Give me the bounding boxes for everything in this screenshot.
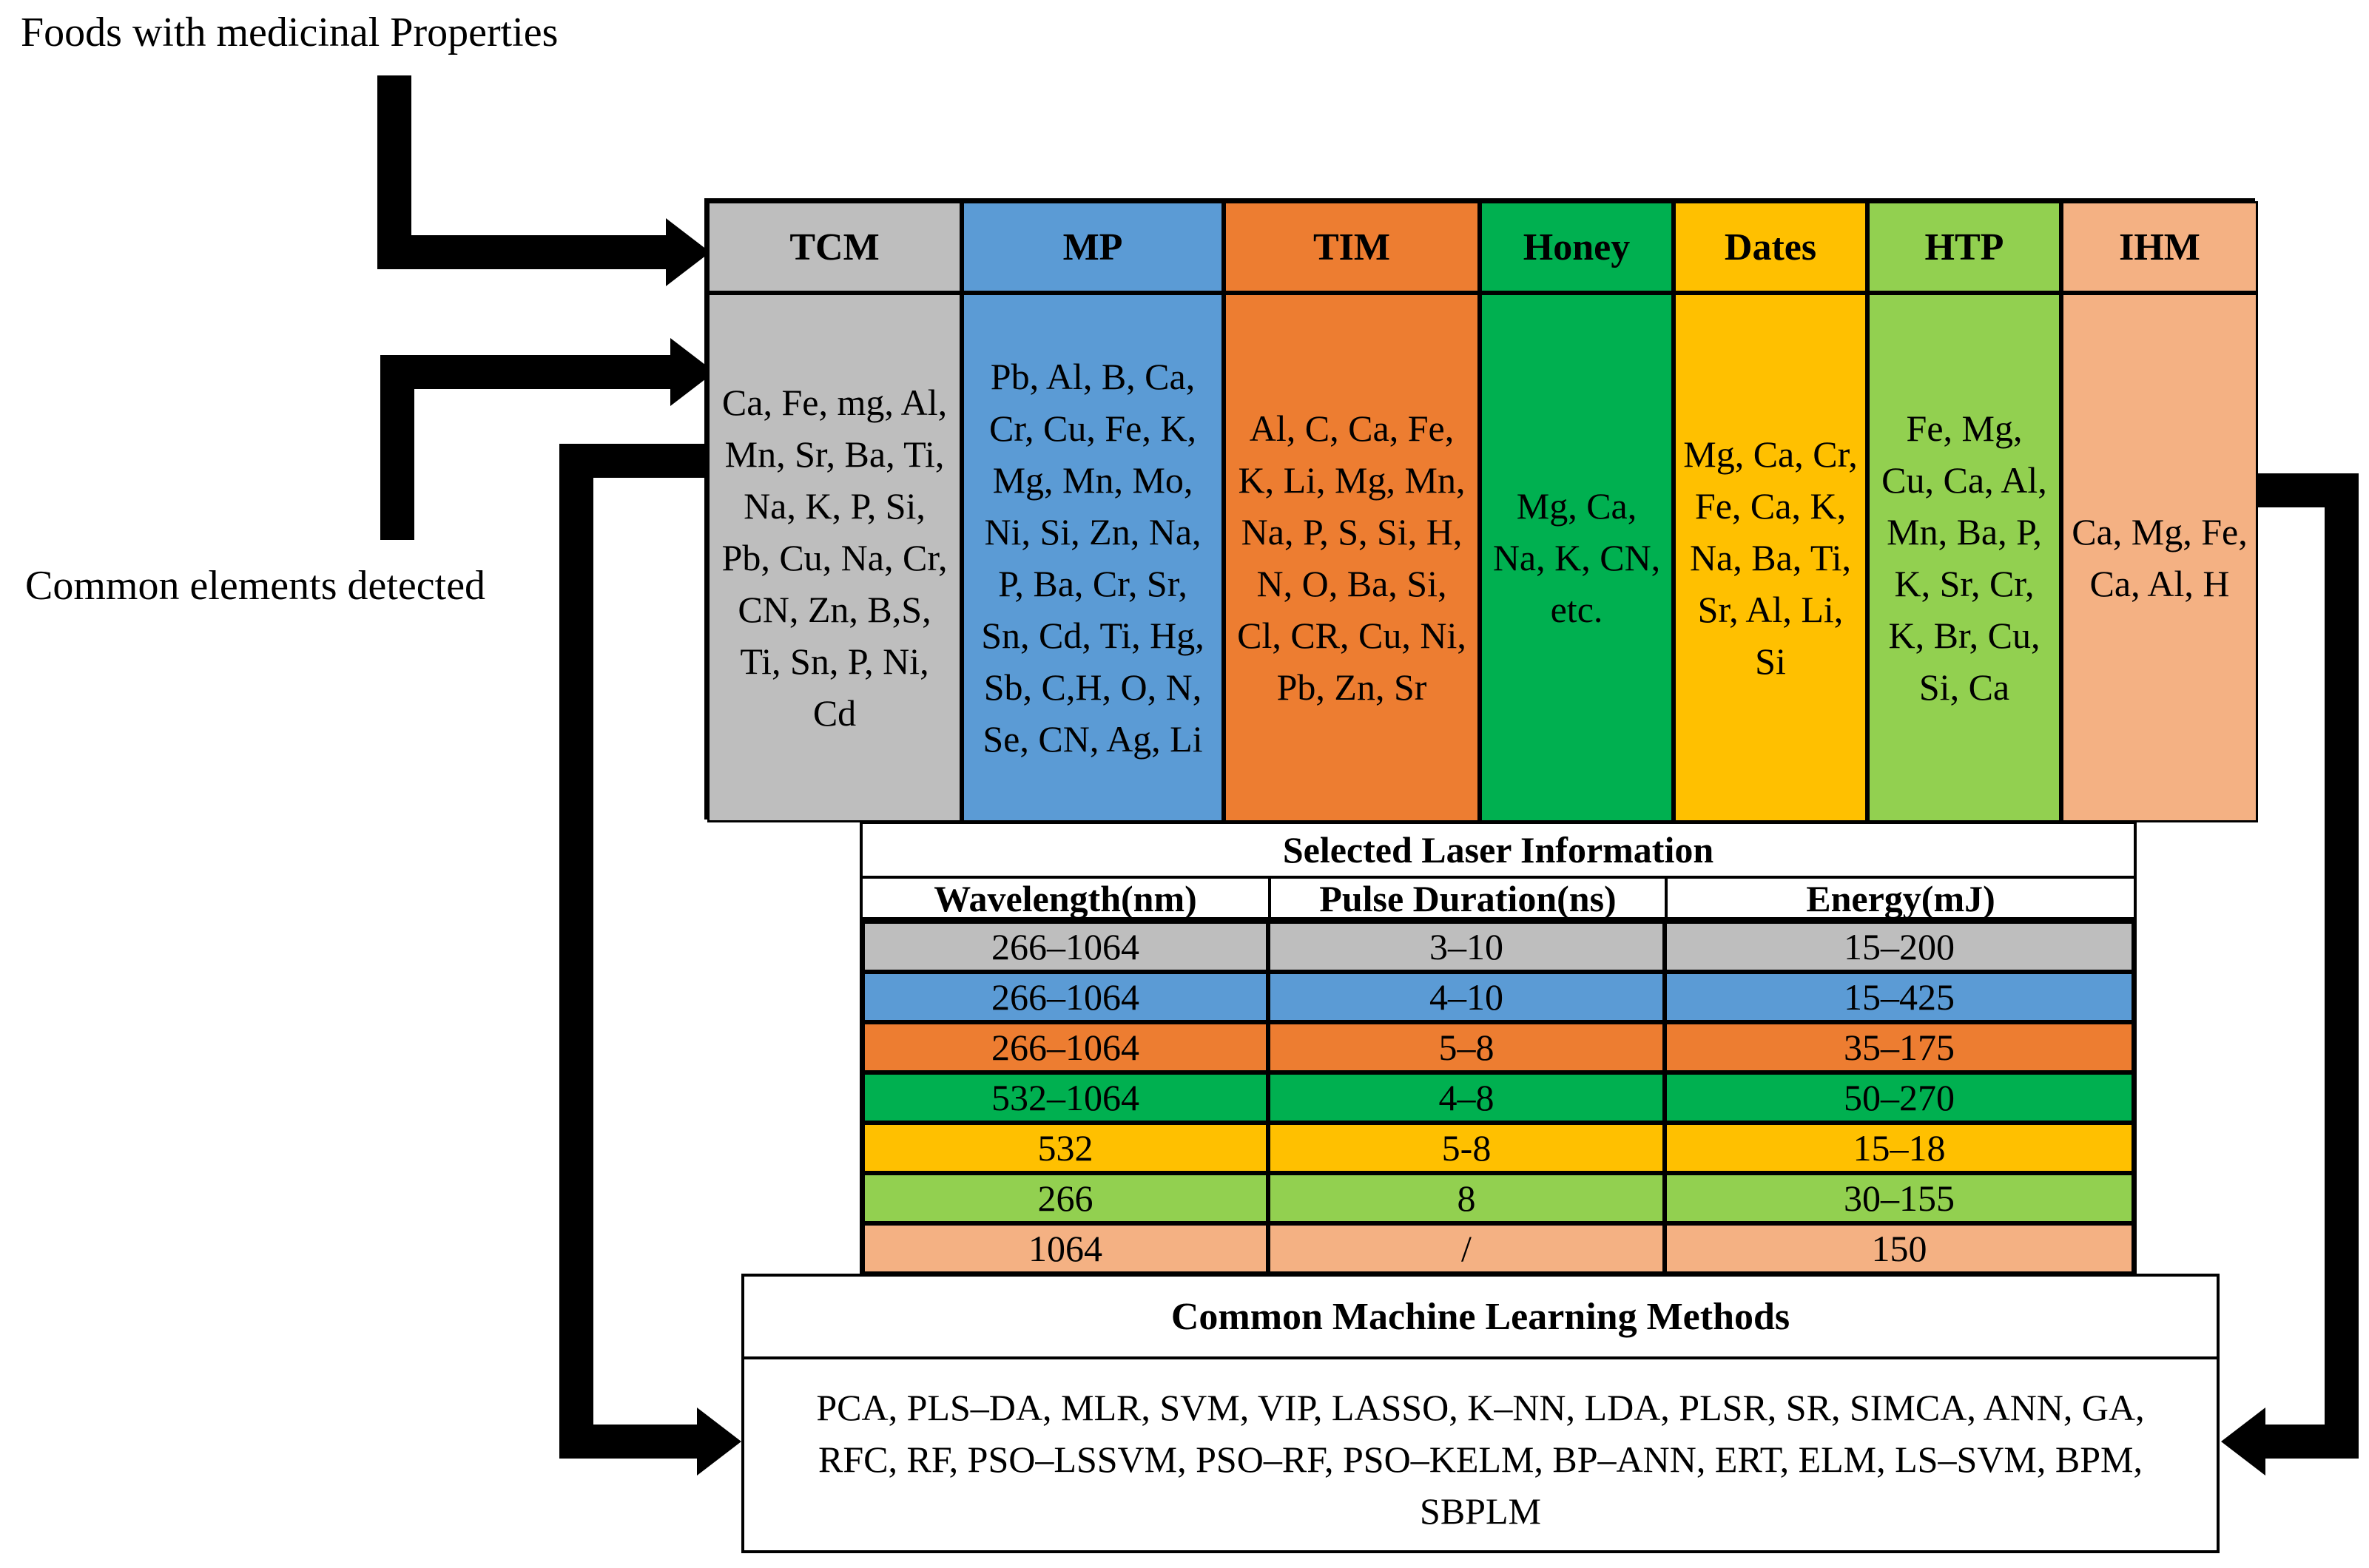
food-elements-ihm: Ca, Mg, Fe, Ca, Al, H xyxy=(2061,293,2258,822)
laser-wavelength: 266–1064 xyxy=(863,1022,1268,1072)
laser-row-tcm: 266–1064 3–10 15–200 xyxy=(863,922,2134,972)
laser-energy: 150 xyxy=(1665,1223,2134,1274)
food-header-htp: HTP xyxy=(1867,201,2061,293)
arrow-left-loop-vertical xyxy=(559,444,593,1459)
food-header-mp: MP xyxy=(962,201,1224,293)
elements-label: Common elements detected xyxy=(25,563,486,609)
laser-header-energy: Energy(mJ) xyxy=(1665,879,2134,922)
arrow-right-loop-head xyxy=(2221,1408,2265,1476)
laser-energy: 30–155 xyxy=(1665,1173,2134,1223)
arrow-right-loop-bottom xyxy=(2264,1425,2359,1459)
arrow-foods-head xyxy=(666,218,710,286)
foods-label: Foods with medicinal Properties xyxy=(21,10,559,55)
laser-energy: 15–18 xyxy=(1665,1123,2134,1173)
food-elements-htp: Fe, Mg, Cu, Ca, Al, Mn, Ba, P, K, Sr, Cr… xyxy=(1867,293,2061,822)
food-elements-dates: Mg, Ca, Cr, Fe, Ca, K, Na, Ba, Ti, Sr, A… xyxy=(1674,293,1867,822)
laser-pulse: / xyxy=(1268,1223,1665,1274)
arrow-foods-horizontal xyxy=(377,235,670,269)
laser-header-pulse: Pulse Duration(ns) xyxy=(1268,879,1665,922)
laser-table: Selected Laser Information Wavelength(nm… xyxy=(860,821,2137,1274)
laser-pulse: 3–10 xyxy=(1268,922,1665,972)
laser-pulse: 4–10 xyxy=(1268,972,1665,1022)
food-elements-tcm: Ca, Fe, mg, Al, Mn, Sr, Ba, Ti, Na, K, P… xyxy=(707,293,962,822)
laser-row-htp: 266 8 30–155 xyxy=(863,1173,2134,1223)
laser-header-row: Wavelength(nm) Pulse Duration(ns) Energy… xyxy=(863,879,2134,922)
food-header-tcm: TCM xyxy=(707,201,962,293)
laser-header-wavelength: Wavelength(nm) xyxy=(863,879,1268,922)
arrow-left-loop-bottom xyxy=(559,1425,700,1459)
laser-wavelength: 1064 xyxy=(863,1223,1268,1274)
laser-wavelength: 532–1064 xyxy=(863,1072,1268,1123)
ml-methods-box: Common Machine Learning Methods PCA, PLS… xyxy=(741,1274,2220,1553)
laser-row-mp: 266–1064 4–10 15–425 xyxy=(863,972,2134,1022)
arrow-right-loop-vertical xyxy=(2325,473,2359,1459)
laser-pulse: 5–8 xyxy=(1268,1022,1665,1072)
laser-wavelength: 532 xyxy=(863,1123,1268,1173)
laser-title: Selected Laser Information xyxy=(863,824,2134,879)
laser-pulse: 8 xyxy=(1268,1173,1665,1223)
arrow-elements-horizontal xyxy=(380,355,675,389)
food-table: TCM MP TIM Honey Dates HTP IHM Ca, Fe, m… xyxy=(704,198,2258,822)
laser-pulse: 5-8 xyxy=(1268,1123,1665,1173)
laser-row-ihm: 1064 / 150 xyxy=(863,1223,2134,1274)
laser-wavelength: 266 xyxy=(863,1173,1268,1223)
laser-pulse: 4–8 xyxy=(1268,1072,1665,1123)
food-header-ihm: IHM xyxy=(2061,201,2258,293)
laser-wavelength: 266–1064 xyxy=(863,922,1268,972)
food-elements-tim: Al, C, Ca, Fe, K, Li, Mg, Mn, Na, P, S, … xyxy=(1224,293,1480,822)
food-header-dates: Dates xyxy=(1674,201,1867,293)
laser-energy: 50–270 xyxy=(1665,1072,2134,1123)
laser-row-honey: 532–1064 4–8 50–270 xyxy=(863,1072,2134,1123)
arrow-left-loop-head xyxy=(697,1408,741,1476)
laser-energy: 15–425 xyxy=(1665,972,2134,1022)
laser-wavelength: 266–1064 xyxy=(863,972,1268,1022)
food-header-honey: Honey xyxy=(1480,201,1674,293)
ml-title: Common Machine Learning Methods xyxy=(744,1277,2217,1359)
food-elements-mp: Pb, Al, B, Ca, Cr, Cu, Fe, K, Mg, Mn, Mo… xyxy=(962,293,1224,822)
laser-energy: 15–200 xyxy=(1665,922,2134,972)
food-header-tim: TIM xyxy=(1224,201,1480,293)
food-elements-honey: Mg, Ca, Na, K, CN, etc. xyxy=(1480,293,1674,822)
laser-energy: 35–175 xyxy=(1665,1022,2134,1072)
laser-row-tim: 266–1064 5–8 35–175 xyxy=(863,1022,2134,1072)
laser-row-dates: 532 5-8 15–18 xyxy=(863,1123,2134,1173)
ml-methods-list: PCA, PLS–DA, MLR, SVM, VIP, LASSO, K–NN,… xyxy=(816,1387,2145,1532)
